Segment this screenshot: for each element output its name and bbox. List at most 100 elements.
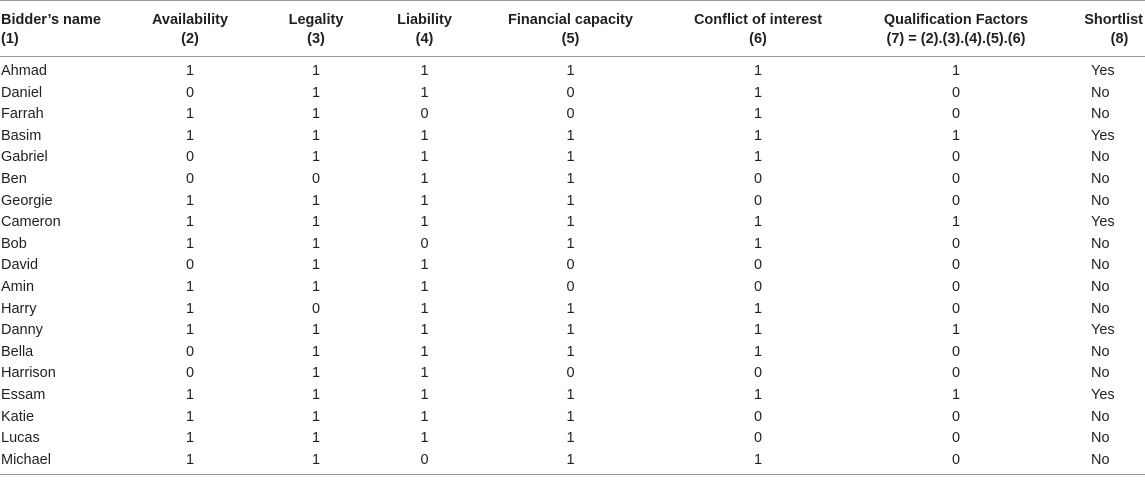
liability-cell: 1 [420,170,429,187]
liability-cell: 1 [420,149,429,166]
qualification-factor-cell: 0 [951,430,961,447]
conflict-of-interest-cell: 1 [753,300,763,317]
legality-cell: 0 [311,170,321,187]
header-financial-capacity: Financial capacity (5) [471,0,670,57]
liability-cell: 1 [420,192,429,209]
header-label: Qualification Factors [883,12,1029,28]
financial-capacity-cell: 0 [566,365,575,382]
legality-cell: 1 [311,322,321,339]
header-liability: Liability (4) [378,0,471,57]
availability-cell: 1 [185,106,195,123]
availability-cell: 1 [185,386,195,403]
qualification-factor-cell: 1 [951,127,961,144]
header-number: (4) [415,31,434,47]
financial-capacity-cell: 1 [566,63,575,79]
shortlist-cell: Yes [1091,214,1115,231]
liability-cell: 1 [420,257,429,274]
shortlist-cell: No [1091,149,1110,166]
table-row: Bella 0 1 1 1 1 0 No [0,342,1145,364]
table-row: Gabriel 0 1 1 1 1 0 No [0,147,1145,169]
legality-cell: 1 [311,257,321,274]
financial-capacity-cell: 1 [566,386,575,403]
table-row: Bob 1 1 0 1 1 0 No [0,234,1145,256]
financial-capacity-cell: 0 [566,257,575,274]
header-label: Legality [288,12,344,28]
qualification-factor-cell: 0 [951,84,961,101]
table-row: Essam 1 1 1 1 1 1 Yes [0,385,1145,407]
bidder-name-cell: Harry [1,300,37,317]
table-row: Harrison 0 1 1 0 0 0 No [0,363,1145,385]
legality-cell: 1 [311,214,321,231]
bidder-name-cell: Katie [1,408,35,425]
conflict-of-interest-cell: 1 [753,127,763,144]
shortlist-cell: No [1091,192,1110,209]
qualification-table: Bidder’s name (1) Availability (2) Legal… [0,0,1145,476]
header-label: Shortlist [1084,12,1143,28]
conflict-of-interest-cell: 0 [753,192,763,209]
header-number: (2) [181,31,199,47]
table-row: Harry 1 0 1 1 1 0 No [0,299,1145,321]
table-row: Daniel 0 1 1 0 1 0 No [0,83,1145,105]
header-row: Bidder’s name (1) Availability (2) Legal… [0,0,1145,57]
header-number: (6) [749,31,767,47]
liability-cell: 1 [420,63,429,79]
shortlist-cell: No [1091,278,1110,295]
conflict-of-interest-cell: 1 [753,149,763,166]
availability-cell: 1 [126,449,254,476]
header-number: (8) [1110,31,1129,47]
qualification-factor-cell: 1 [951,63,961,79]
legality-cell: 1 [311,365,321,382]
legality-cell: 1 [311,63,321,79]
legality-cell: 1 [311,430,321,447]
availability-cell: 1 [185,322,195,339]
shortlist-cell: No [1091,300,1110,317]
legality-cell: 1 [311,192,321,209]
liability-cell: 0 [420,106,429,123]
conflict-of-interest-cell: 1 [753,106,763,123]
financial-capacity-cell: 1 [566,235,575,252]
table-row: Cameron 1 1 1 1 1 1 Yes [0,212,1145,234]
conflict-of-interest-cell: 1 [670,449,846,476]
shortlist-cell: No [1091,84,1110,101]
availability-cell: 1 [185,430,195,447]
shortlist-cell: No [1091,430,1110,447]
liability-cell: 1 [420,386,429,403]
financial-capacity-cell: 1 [566,170,575,187]
legality-cell: 1 [311,149,321,166]
shortlist-cell: Yes [1091,127,1115,144]
shortlist-cell: Yes [1091,63,1115,79]
availability-cell: 1 [185,127,195,144]
financial-capacity-cell: 1 [566,214,575,231]
shortlist-cell: No [1066,449,1145,476]
shortlist-cell: No [1091,235,1110,252]
qualification-factor-cell: 1 [951,386,961,403]
liability-cell: 1 [420,127,429,144]
availability-cell: 1 [185,63,195,79]
shortlist-cell: Yes [1091,322,1115,339]
legality-cell: 1 [311,127,321,144]
availability-cell: 1 [185,300,195,317]
qualification-factor-cell: 0 [951,235,961,252]
financial-capacity-cell: 1 [566,127,575,144]
availability-cell: 0 [185,149,195,166]
bidder-name-cell: Ahmad [1,63,47,79]
table-row: Michael 1 1 0 1 1 0 No [0,449,1145,476]
conflict-of-interest-cell: 0 [753,257,763,274]
table-row: Farrah 1 1 0 0 1 0 No [0,104,1145,126]
financial-capacity-cell: 1 [566,192,575,209]
header-availability: Availability (2) [126,0,254,57]
liability-cell: 0 [420,235,429,252]
table-row: Amin 1 1 1 0 0 0 No [0,277,1145,299]
bidder-name-cell: Ben [1,170,27,187]
table-row: David 0 1 1 0 0 0 No [0,255,1145,277]
legality-cell: 1 [311,343,321,360]
qualification-factor-cell: 0 [951,365,961,382]
bidder-name-cell: Amin [1,278,35,295]
availability-cell: 1 [185,278,195,295]
conflict-of-interest-cell: 1 [753,63,763,79]
liability-cell: 1 [420,408,429,425]
table-body: Ahmad 1 1 1 1 1 1 Yes Daniel 0 1 1 0 1 0 No Farrah 1 1 0 0 1 0… [0,57,1145,476]
legality-cell: 1 [311,386,321,403]
table-row: Basim 1 1 1 1 1 1 Yes [0,126,1145,148]
financial-capacity-cell: 1 [566,300,575,317]
